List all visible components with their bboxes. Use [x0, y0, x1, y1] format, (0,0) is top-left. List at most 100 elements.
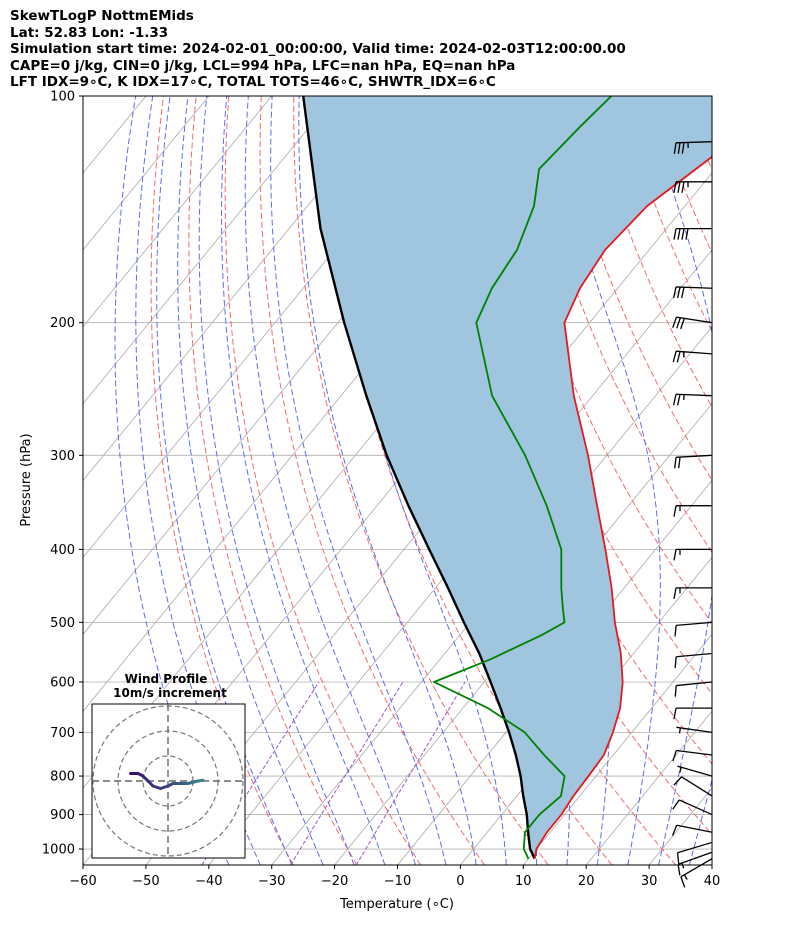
- moist-adiabat-line: [198, 96, 355, 865]
- wind-barb-full-feather: [676, 317, 681, 329]
- mixing-ratio-line: [290, 681, 404, 865]
- isotherm-line: [711, 864, 712, 865]
- isotherm-line: [522, 633, 712, 865]
- isotherm-line: [775, 96, 794, 865]
- moist-adiabat-line: [270, 96, 447, 865]
- dry-adiabat-line: [783, 96, 794, 865]
- x-tick-label: −40: [195, 874, 222, 889]
- dry-adiabat-line: [554, 96, 712, 482]
- wind-barb-shaft: [676, 393, 713, 397]
- wind-barb: [674, 681, 713, 697]
- hodograph-trace: [129, 772, 205, 790]
- wind-barb-full-feather: [673, 181, 677, 193]
- dry-adiabat-line: [750, 96, 794, 865]
- isotherm-line: [648, 787, 712, 865]
- wind-barb: [674, 652, 713, 668]
- wind-barb-half-feather: [678, 727, 681, 734]
- isotherm-line: [334, 402, 712, 865]
- wind-barb-shaft: [677, 765, 713, 777]
- wind-barb-shaft: [680, 858, 713, 878]
- y-tick-label: 800: [50, 770, 75, 785]
- x-tick-label: −60: [69, 874, 96, 889]
- dry-adiabat-line: [150, 96, 294, 865]
- wind-barb-full-feather: [685, 228, 689, 240]
- isotherm-line: [397, 479, 712, 865]
- x-tick-label: 10: [515, 874, 532, 889]
- y-tick-label: 500: [50, 616, 75, 631]
- wind-barb-shaft: [676, 726, 713, 734]
- wind-barb-shaft: [676, 621, 713, 626]
- station-location: Lat: 52.83 Lon: -1.33: [10, 24, 169, 41]
- wind-barb-full-feather: [673, 587, 677, 600]
- moist-adiabat-line: [244, 96, 416, 865]
- wind-barb: [674, 621, 713, 637]
- dry-adiabat-line: [717, 96, 794, 865]
- wind-barb-full-feather: [677, 181, 681, 193]
- wind-barb-full-feather: [681, 181, 685, 193]
- wind-barb-shaft: [678, 799, 713, 816]
- wind-barb-full-feather: [672, 750, 677, 762]
- wind-barb-shaft: [676, 749, 713, 756]
- moist-adiabat-line: [298, 96, 477, 865]
- wind-barb-full-feather: [676, 852, 680, 864]
- wind-barb-shaft: [676, 652, 713, 658]
- moist-adiabat-line: [644, 96, 712, 865]
- wind-barb: [676, 726, 713, 734]
- x-axis-ticks: −60 −50 −40 −30 −20 −10 0 10 20 30 40: [69, 865, 720, 889]
- wind-barb: [672, 286, 713, 299]
- wind-barbs: [671, 141, 713, 888]
- wind-barb: [671, 824, 713, 836]
- wind-barb: [676, 841, 713, 864]
- dry-adiabat-line: [456, 96, 712, 695]
- x-tick-label: 20: [578, 874, 595, 889]
- x-tick-label: −20: [321, 874, 348, 889]
- temperature-profile-line: [533, 155, 712, 859]
- x-tick-label: 0: [456, 874, 464, 889]
- wind-barb: [672, 350, 713, 363]
- wind-barb-full-feather: [674, 685, 677, 697]
- wind-barb-shaft: [675, 286, 713, 289]
- dry-adiabat-line: [488, 96, 712, 625]
- x-axis-label: Temperature (∘C): [339, 897, 454, 912]
- station-title: SkewTLogP NottmEMids: [10, 8, 194, 24]
- isotherm-line: [83, 96, 335, 405]
- x-tick-label: 30: [641, 874, 658, 889]
- wind-barb-full-feather: [678, 456, 681, 469]
- wind-barb: [673, 227, 712, 240]
- mixing-ratio-line: [201, 681, 320, 865]
- profile-series: [302, 96, 712, 860]
- x-tick-label: 40: [704, 874, 721, 889]
- wind-barb-half-feather: [683, 874, 688, 880]
- y-tick-label: 600: [50, 675, 75, 690]
- dewpoint-profile-line: [433, 96, 613, 860]
- wind-barb-full-feather: [672, 286, 677, 299]
- wind-barb-full-feather: [681, 142, 685, 154]
- x-tick-label: −50: [132, 874, 159, 889]
- wind-barb: [673, 141, 713, 154]
- wind-barb-full-feather: [673, 549, 677, 561]
- wind-barb-full-feather: [673, 142, 677, 154]
- wind-barb-shaft: [676, 681, 713, 687]
- dry-adiabat-line: [684, 96, 712, 172]
- moist-adiabat-line: [688, 778, 712, 865]
- wind-barb-full-feather: [673, 505, 677, 517]
- wind-barb: [672, 393, 713, 406]
- wind-barb-full-feather: [677, 864, 681, 876]
- hodograph-subtitle: 10m/s increment: [113, 686, 227, 700]
- isotherm-line: [83, 96, 84, 97]
- parcel-profile-line: [302, 96, 536, 860]
- convective-parameters: CAPE=0 j/kg, CIN=0 j/kg, LCL=994 hPa, LF…: [10, 57, 516, 74]
- moist-adiabat-line: [220, 96, 386, 865]
- isotherm-line: [585, 710, 712, 865]
- wind-barb-full-feather: [674, 656, 677, 668]
- wind-barb-full-feather: [676, 394, 681, 406]
- wind-barb: [677, 851, 713, 876]
- wind-barb: [672, 749, 713, 762]
- wind-barb-full-feather: [676, 286, 681, 299]
- moist-adiabat-line: [545, 96, 661, 865]
- moist-adiabat-line: [177, 96, 324, 865]
- y-axis-label: Pressure (hPa): [19, 433, 34, 526]
- wind-barb-full-feather: [672, 316, 678, 328]
- wind-barb: [674, 454, 713, 469]
